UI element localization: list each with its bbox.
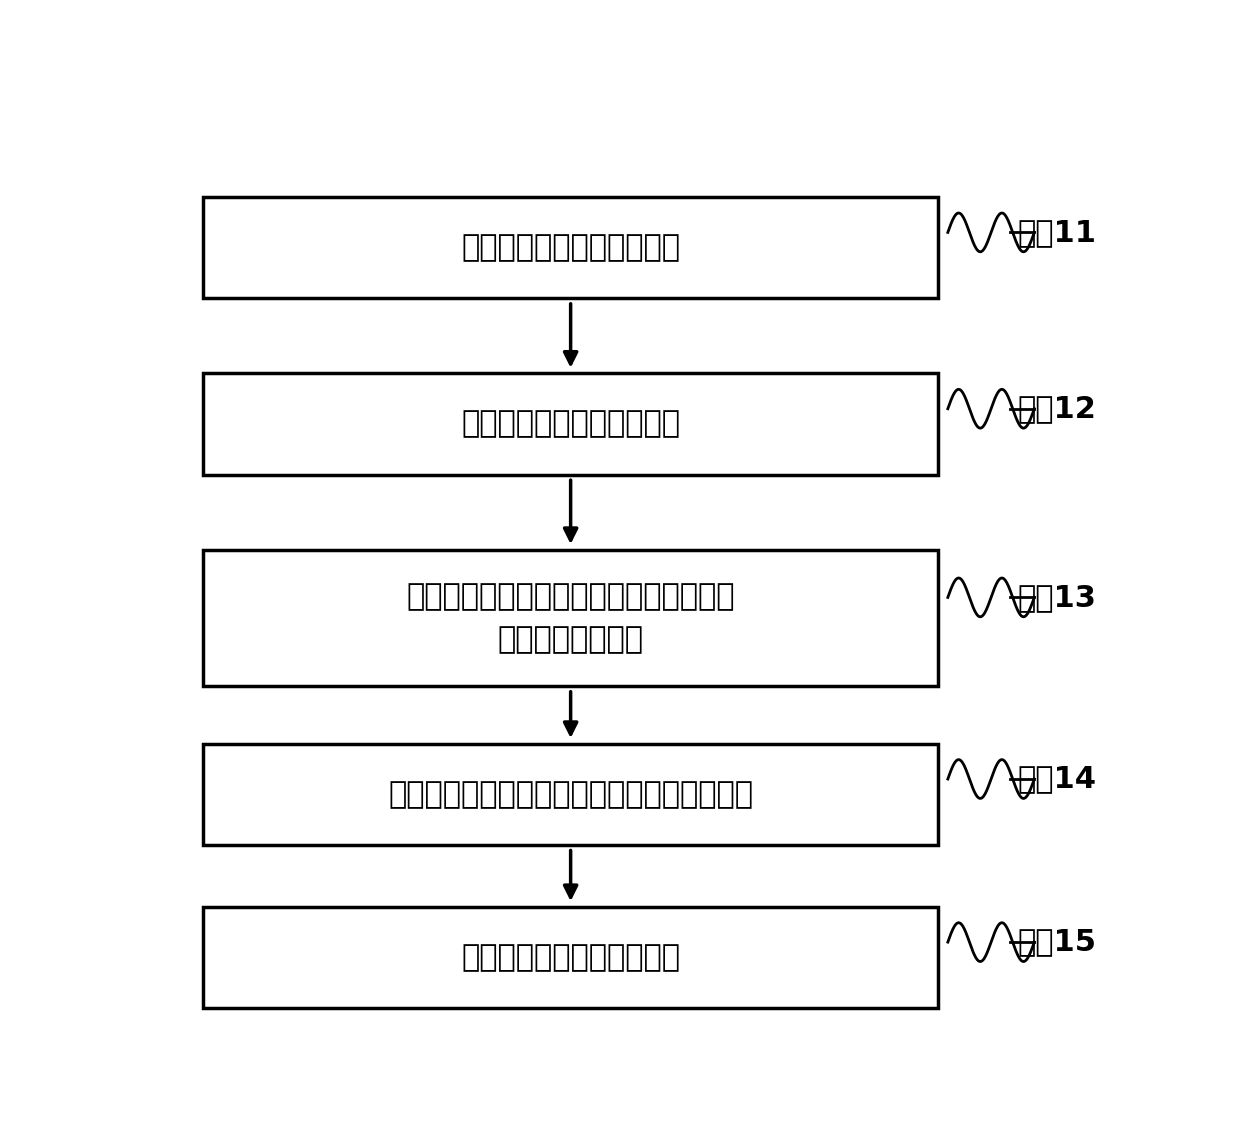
Text: 简化焊接工件的实体模型；: 简化焊接工件的实体模型； [461, 410, 680, 439]
Text: 建立焊接工件的数值模型。: 建立焊接工件的数值模型。 [461, 942, 680, 972]
Text: 将网格进行分组并对分组后的组分进行命名；: 将网格进行分组并对分组后的组分进行命名； [388, 780, 753, 808]
Text: 步骤12: 步骤12 [1018, 394, 1096, 424]
Bar [203, 743, 939, 845]
Text: 步骤14: 步骤14 [1018, 765, 1096, 793]
Bar [203, 197, 939, 299]
Text: 建立焊接工件的实体模型；: 建立焊接工件的实体模型； [461, 234, 680, 262]
Bar [203, 550, 939, 686]
Text: 步骤15: 步骤15 [1018, 927, 1096, 956]
Text: 步骤13: 步骤13 [1018, 583, 1096, 611]
Text: 步骤11: 步骤11 [1018, 218, 1096, 247]
Bar [203, 907, 939, 1008]
Bar [203, 373, 939, 475]
Text: 选择网格类型以及调整网格质量，在实体
模型上划分网格；: 选择网格类型以及调整网格质量，在实体 模型上划分网格； [407, 582, 735, 654]
